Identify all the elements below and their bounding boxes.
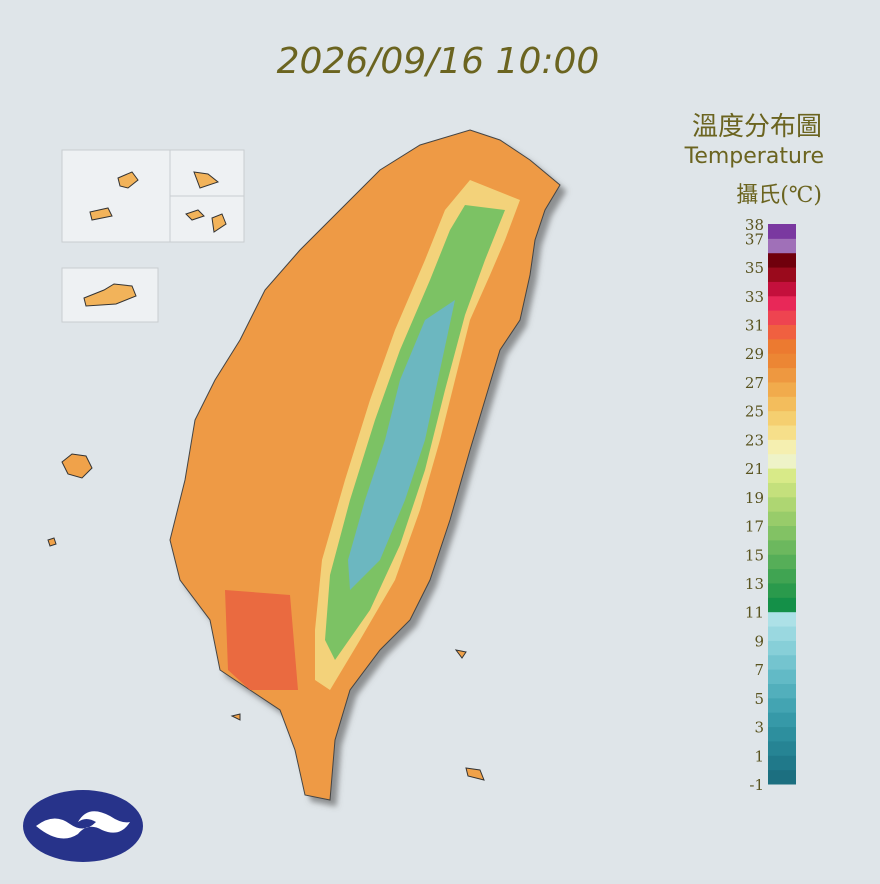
scale-band xyxy=(768,439,796,455)
timestamp: 2026/09/16 10:00 xyxy=(277,41,600,82)
scale-band xyxy=(768,381,796,397)
scale-band xyxy=(768,453,796,469)
scale-band xyxy=(768,597,796,613)
scale-band xyxy=(768,468,796,483)
scale-band xyxy=(768,626,796,641)
scale-label: 19 xyxy=(745,489,764,507)
scale-label: 29 xyxy=(745,345,764,363)
scale-label: 7 xyxy=(754,661,764,679)
scale-band xyxy=(768,224,796,239)
scale-band xyxy=(768,568,796,584)
scale-band xyxy=(768,554,796,570)
scale-band xyxy=(768,712,796,728)
scale-label: 11 xyxy=(745,604,764,622)
scale-band xyxy=(768,281,796,297)
islands xyxy=(47,453,485,781)
scale-label: 37 xyxy=(745,230,764,248)
scale-band xyxy=(768,582,796,598)
scale-label: 38 xyxy=(745,216,764,234)
scale-band xyxy=(768,238,796,254)
scale-label: 17 xyxy=(745,518,764,536)
scale-band xyxy=(768,396,796,412)
legend-unit: 攝氏(℃) xyxy=(736,183,822,208)
hot-area xyxy=(225,590,298,690)
scale-band xyxy=(768,640,796,656)
scale-band xyxy=(768,697,796,713)
scale-label: 1 xyxy=(754,747,764,765)
inset-islands xyxy=(61,149,245,323)
scale-label: 33 xyxy=(745,288,764,306)
scale-label: 5 xyxy=(754,690,764,708)
scale-label: -1 xyxy=(749,776,764,794)
high-mountain-area xyxy=(348,300,455,590)
scale-band xyxy=(768,726,796,742)
scale-band xyxy=(768,367,796,383)
logo xyxy=(23,790,143,862)
scale-band xyxy=(768,324,796,340)
scale-band xyxy=(768,525,796,541)
scale-label: 13 xyxy=(745,575,764,593)
scale-band xyxy=(768,654,796,670)
scale-label: 21 xyxy=(745,460,764,478)
scale-label: 15 xyxy=(745,546,764,564)
scale-band xyxy=(768,353,796,369)
scale-band xyxy=(768,310,796,326)
scale-label: 27 xyxy=(745,374,764,392)
scale-band xyxy=(768,252,796,268)
scale-label: 3 xyxy=(754,719,764,737)
scale-band xyxy=(768,295,796,311)
scale-band xyxy=(768,338,796,354)
scale-band xyxy=(768,740,796,756)
scale-label: 23 xyxy=(745,431,764,449)
scale-band xyxy=(768,425,796,440)
legend-subtitle: Temperature xyxy=(684,144,824,169)
scale-label: 35 xyxy=(745,259,764,277)
scale-label: 25 xyxy=(745,403,764,421)
scale-band xyxy=(768,482,796,498)
scale-band xyxy=(768,769,796,785)
scale-band xyxy=(768,496,796,512)
scale-band xyxy=(768,683,796,699)
scale-label: 9 xyxy=(754,632,764,650)
scale-band xyxy=(768,755,796,771)
scale-label: 31 xyxy=(745,317,764,335)
scale-band xyxy=(768,669,796,684)
scale-band xyxy=(768,267,796,282)
scale-band xyxy=(768,410,796,426)
legend-title: 溫度分布圖 xyxy=(692,112,822,142)
scale-band xyxy=(768,511,796,527)
scale-band xyxy=(768,611,796,627)
scale-band xyxy=(768,539,796,555)
